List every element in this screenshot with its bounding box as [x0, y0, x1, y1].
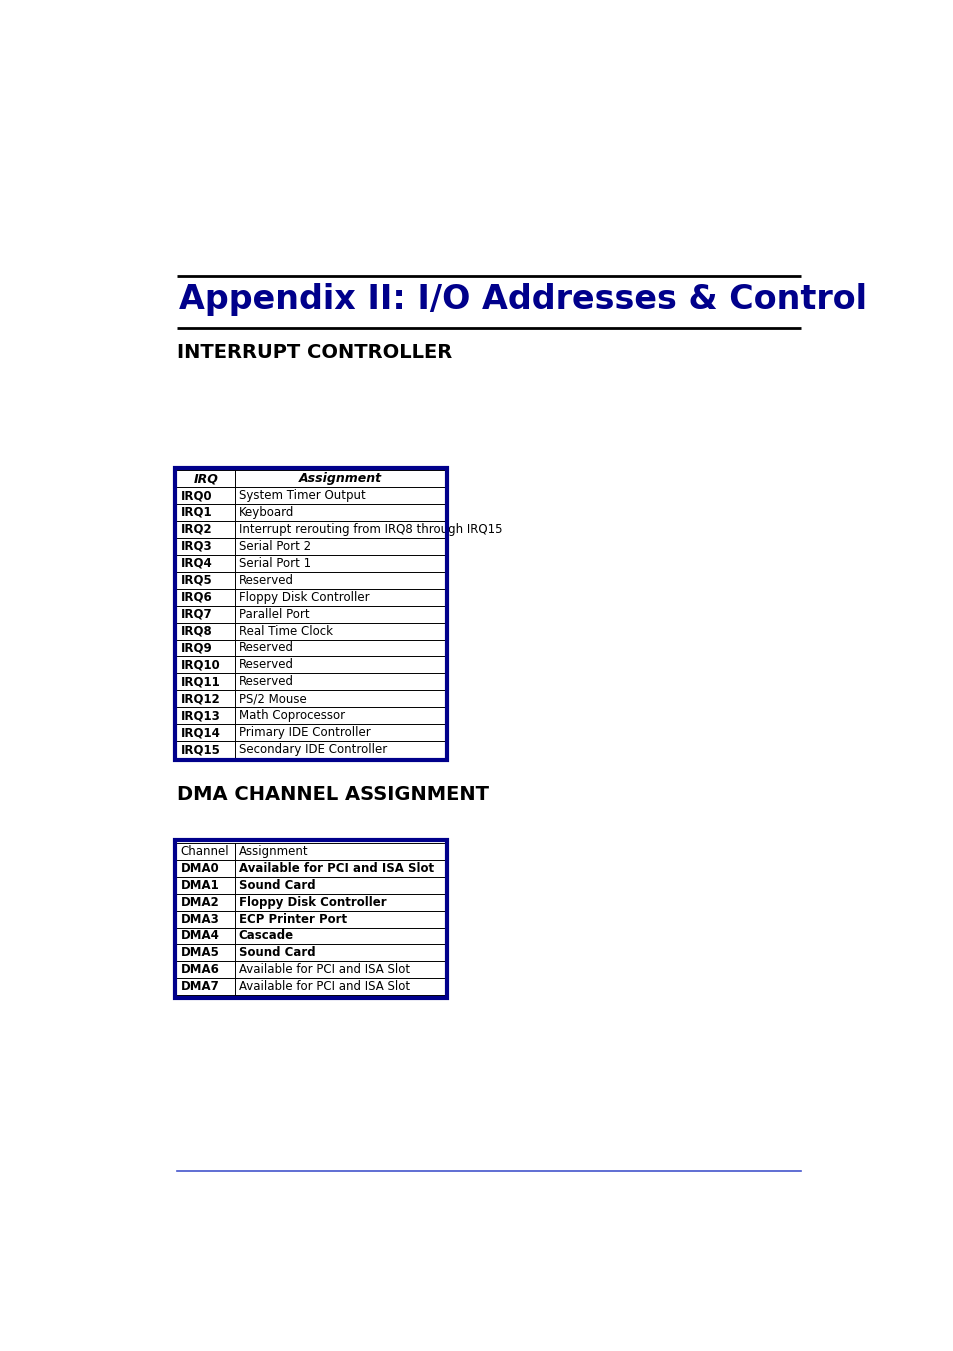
Text: DMA CHANNEL ASSIGNMENT: DMA CHANNEL ASSIGNMENT [177, 785, 489, 804]
Text: IRQ2: IRQ2 [180, 523, 212, 536]
Text: Floppy Disk Controller: Floppy Disk Controller [238, 896, 386, 909]
Text: Parallel Port: Parallel Port [238, 608, 309, 620]
Text: Available for PCI and ISA Slot: Available for PCI and ISA Slot [238, 981, 409, 993]
Text: Serial Port 2: Serial Port 2 [238, 540, 311, 553]
Text: Reserved: Reserved [238, 574, 294, 586]
Text: Channel: Channel [180, 844, 229, 858]
Text: IRQ3: IRQ3 [180, 540, 212, 553]
Text: DMA3: DMA3 [180, 912, 219, 925]
Text: Sound Card: Sound Card [238, 878, 314, 892]
Text: Appendix II: I/O Addresses & Control: Appendix II: I/O Addresses & Control [179, 282, 866, 316]
Text: Primary IDE Controller: Primary IDE Controller [238, 727, 370, 739]
Text: IRQ7: IRQ7 [180, 608, 212, 620]
Text: IRQ1: IRQ1 [180, 507, 212, 519]
Bar [174, 840, 447, 997]
Text: IRQ11: IRQ11 [180, 676, 220, 689]
Text: IRQ6: IRQ6 [180, 590, 212, 604]
Text: IRQ5: IRQ5 [180, 574, 212, 586]
Text: IRQ10: IRQ10 [180, 658, 220, 671]
Text: Reserved: Reserved [238, 642, 294, 654]
Text: DMA6: DMA6 [180, 963, 219, 977]
Text: Math Coprocessor: Math Coprocessor [238, 709, 344, 723]
Text: System Timer Output: System Timer Output [238, 489, 365, 503]
Text: IRQ0: IRQ0 [180, 489, 212, 503]
Text: Reserved: Reserved [238, 658, 294, 671]
Text: Secondary IDE Controller: Secondary IDE Controller [238, 743, 387, 757]
Text: Available for PCI and ISA Slot: Available for PCI and ISA Slot [238, 862, 434, 874]
Text: ECP Printer Port: ECP Printer Port [238, 912, 346, 925]
Text: Interrupt rerouting from IRQ8 through IRQ15: Interrupt rerouting from IRQ8 through IR… [238, 523, 501, 536]
Text: DMA5: DMA5 [180, 947, 219, 959]
Text: Assignment: Assignment [298, 471, 381, 485]
Text: IRQ14: IRQ14 [180, 727, 220, 739]
Text: IRQ: IRQ [193, 471, 218, 485]
Text: Assignment: Assignment [238, 844, 308, 858]
Text: Cascade: Cascade [238, 929, 294, 943]
Text: Floppy Disk Controller: Floppy Disk Controller [238, 590, 369, 604]
Text: DMA2: DMA2 [180, 896, 219, 909]
Text: PS/2 Mouse: PS/2 Mouse [238, 692, 306, 705]
Text: IRQ15: IRQ15 [180, 743, 220, 757]
Text: Real Time Clock: Real Time Clock [238, 624, 333, 638]
Text: DMA1: DMA1 [180, 878, 219, 892]
Text: Available for PCI and ISA Slot: Available for PCI and ISA Slot [238, 963, 409, 977]
Text: DMA7: DMA7 [180, 981, 219, 993]
Bar [174, 467, 447, 761]
Text: DMA4: DMA4 [180, 929, 219, 943]
Text: Sound Card: Sound Card [238, 947, 314, 959]
Text: Reserved: Reserved [238, 676, 294, 689]
Text: DMA0: DMA0 [180, 862, 219, 874]
Text: IRQ13: IRQ13 [180, 709, 220, 723]
Text: IRQ8: IRQ8 [180, 624, 212, 638]
Text: Keyboard: Keyboard [238, 507, 294, 519]
Text: IRQ4: IRQ4 [180, 557, 212, 570]
Text: IRQ12: IRQ12 [180, 692, 220, 705]
Text: INTERRUPT CONTROLLER: INTERRUPT CONTROLLER [177, 343, 452, 362]
Text: Serial Port 1: Serial Port 1 [238, 557, 311, 570]
Text: IRQ9: IRQ9 [180, 642, 212, 654]
